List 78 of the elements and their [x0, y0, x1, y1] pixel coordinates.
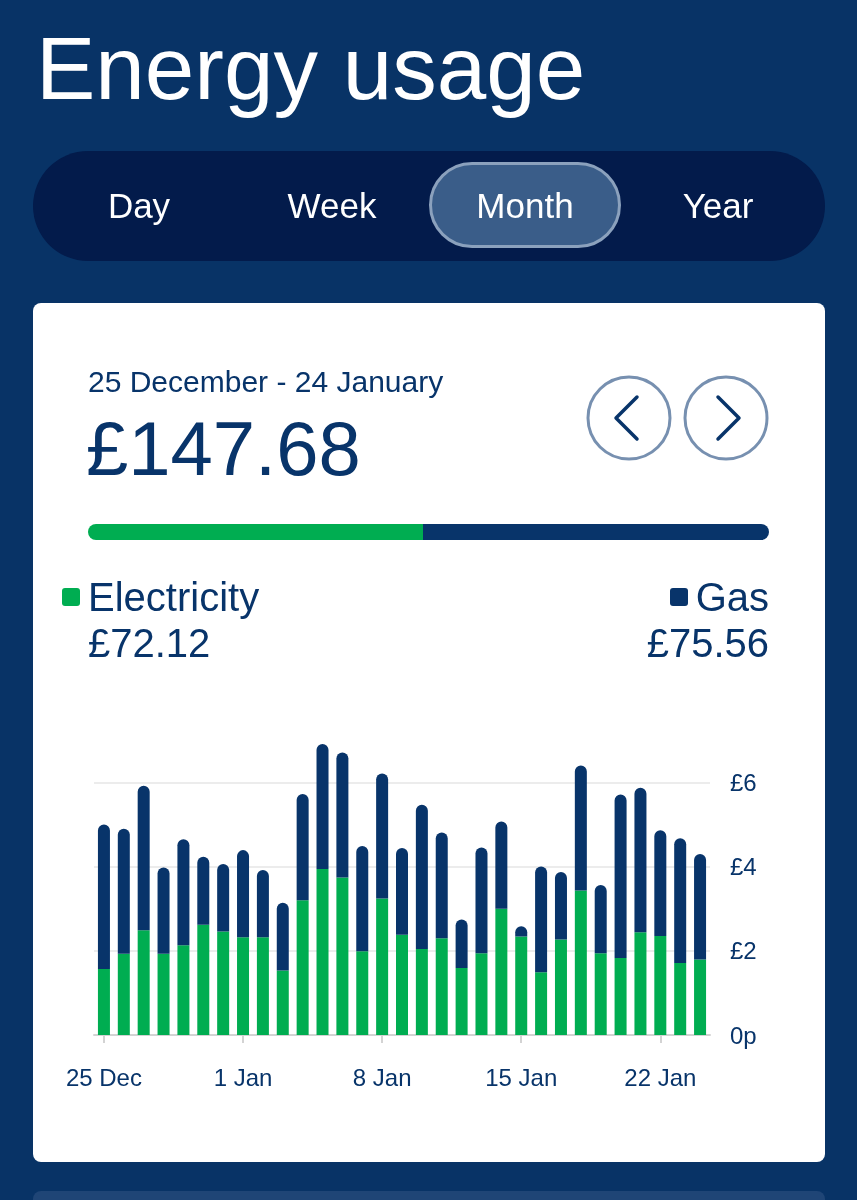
bar	[97, 824, 110, 969]
bar	[97, 968, 110, 1035]
bar	[157, 867, 170, 954]
bar	[157, 953, 170, 1035]
bar	[197, 924, 210, 1035]
bar	[197, 856, 210, 925]
bar	[316, 744, 329, 870]
bar	[455, 919, 468, 969]
bar	[316, 869, 329, 1035]
bar	[574, 890, 587, 1035]
bar	[475, 953, 488, 1035]
bar	[654, 936, 667, 1035]
bar	[376, 898, 389, 1035]
bar	[256, 869, 269, 938]
bar	[217, 931, 230, 1035]
bar	[336, 752, 349, 878]
legend-label: Gas	[695, 574, 769, 620]
bar	[356, 951, 369, 1035]
bar	[535, 972, 548, 1035]
bar	[535, 866, 548, 973]
bar	[435, 832, 448, 939]
bar	[594, 885, 607, 954]
bar	[554, 872, 567, 940]
bar	[554, 939, 567, 1035]
bar	[296, 900, 309, 1035]
bar	[515, 936, 528, 1035]
bar	[396, 934, 408, 1035]
bar	[177, 839, 190, 946]
bar	[674, 962, 687, 1035]
bar	[614, 957, 627, 1035]
bar	[177, 945, 190, 1035]
bar	[674, 838, 687, 963]
x-tick-label: 1 Jan	[213, 1063, 273, 1091]
x-tick-label: 25 Dec	[65, 1063, 142, 1091]
bar	[117, 828, 130, 954]
bar	[614, 794, 627, 958]
bar	[435, 938, 448, 1035]
y-tick-label: £2	[730, 937, 757, 965]
tab-switcher: Day Week Month Year	[33, 151, 825, 261]
y-tick-label: 0p	[730, 1021, 757, 1049]
bar	[495, 908, 508, 1035]
bar	[356, 845, 369, 952]
bar	[396, 848, 408, 935]
bar	[495, 821, 508, 909]
bar	[634, 787, 647, 933]
bar	[694, 959, 707, 1035]
bar	[137, 930, 150, 1035]
chart-subtitle: 25 December - 24 January	[88, 364, 444, 400]
bar	[217, 864, 230, 932]
bar	[296, 794, 309, 901]
bar	[574, 765, 587, 891]
bar	[455, 968, 468, 1035]
chart-title: Energy usage	[36, 18, 586, 118]
bar	[634, 932, 647, 1035]
bar	[594, 953, 607, 1035]
bar	[256, 937, 269, 1035]
bar	[415, 949, 428, 1035]
x-tick-label: 15 Jan	[485, 1063, 558, 1091]
text: £72.12	[88, 620, 211, 666]
x-tick-label: 8 Jan	[352, 1063, 412, 1091]
bar	[237, 850, 250, 938]
text: £75.56	[646, 620, 769, 666]
bar	[654, 830, 667, 937]
bar	[475, 847, 488, 954]
x-tick-label: 22 Jan	[624, 1063, 697, 1091]
bar	[376, 773, 389, 899]
bar	[415, 804, 428, 950]
bar	[276, 902, 289, 971]
bar	[336, 877, 349, 1035]
bar	[276, 970, 289, 1035]
y-tick-label: £4	[730, 853, 757, 881]
text: £147.68	[86, 406, 361, 491]
bar	[117, 953, 130, 1035]
legend-label: Electricity	[88, 574, 260, 620]
bar	[694, 853, 707, 960]
bar	[137, 785, 150, 931]
y-tick-label: £6	[730, 768, 757, 796]
bar	[237, 937, 250, 1035]
